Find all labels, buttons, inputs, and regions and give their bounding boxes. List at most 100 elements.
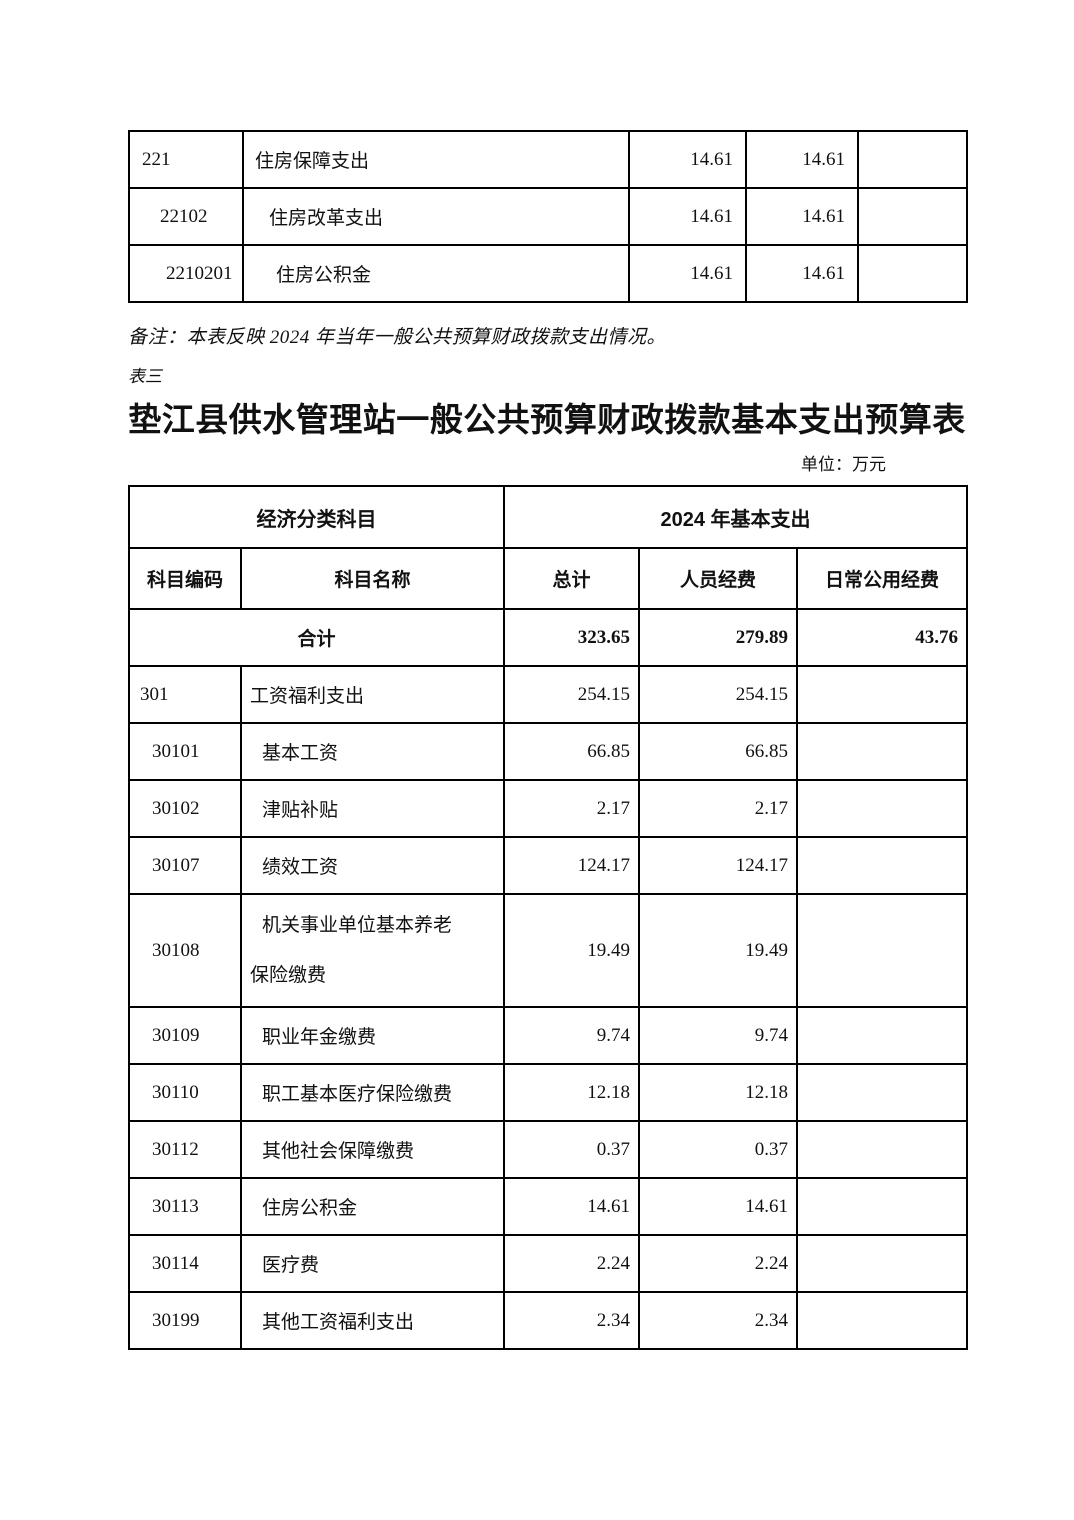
- empty-value-cell: [857, 130, 968, 189]
- personnel-cell: 9.74: [638, 1006, 798, 1065]
- value-cell: 14.61: [745, 130, 859, 189]
- personnel-cell: 254.15: [638, 665, 798, 724]
- personnel-cell: 2.17: [638, 779, 798, 838]
- personnel-cell: 2.34: [638, 1291, 798, 1350]
- daily-expense-cell: [796, 1234, 968, 1293]
- code-cell: 2210201: [128, 244, 244, 303]
- personnel-cell: 2.24: [638, 1234, 798, 1293]
- header-subject-code: 科目编码: [128, 547, 242, 610]
- table-row: 30108 机关事业单位基本养老 保险缴费 19.49 19.49: [128, 893, 968, 1008]
- table-row: 30110 职工基本医疗保险缴费 12.18 12.18: [128, 1063, 968, 1122]
- total-cell: 254.15: [503, 665, 640, 724]
- daily-expense-cell: [796, 722, 968, 781]
- personnel-cell: 124.17: [638, 836, 798, 895]
- value-cell: 14.61: [745, 187, 859, 246]
- total-label-cell: 合计: [128, 608, 505, 667]
- daily-expense-cell: [796, 893, 968, 1008]
- header-2024-basic-expenditure: 2024 年基本支出: [503, 485, 968, 549]
- subject-code-cell: 30199: [128, 1291, 242, 1350]
- table-row: 301 工资福利支出 254.15 254.15: [128, 665, 968, 724]
- total-cell: 2.34: [503, 1291, 640, 1350]
- table-row: 30112 其他社会保障缴费 0.37 0.37: [128, 1120, 968, 1179]
- subject-name-cell: 绩效工资: [240, 836, 505, 895]
- table-row: 30102 津贴补贴 2.17 2.17: [128, 779, 968, 838]
- table-row: 30199 其他工资福利支出 2.34 2.34: [128, 1291, 968, 1350]
- personnel-cell: 19.49: [638, 893, 798, 1008]
- total-row: 合计 323.65 279.89 43.76: [128, 608, 968, 667]
- subject-name-cell: 工资福利支出: [240, 665, 505, 724]
- daily-expense-cell: [796, 779, 968, 838]
- daily-expense-cell: [796, 1006, 968, 1065]
- subject-name-cell: 津贴补贴: [240, 779, 505, 838]
- name-cell: 住房改革支出: [242, 187, 630, 246]
- subject-code-cell: 30113: [128, 1177, 242, 1236]
- subject-code-cell: 30102: [128, 779, 242, 838]
- total-cell: 2.17: [503, 779, 640, 838]
- page-title: 垫江县供水管理站一般公共预算财政拨款基本支出预算表: [128, 403, 966, 439]
- table-row: 30101 基本工资 66.85 66.85: [128, 722, 968, 781]
- subject-name-cell: 其他工资福利支出: [240, 1291, 505, 1350]
- name-cell: 住房公积金: [242, 244, 630, 303]
- personnel-cell: 0.37: [638, 1120, 798, 1179]
- name-cell: 住房保障支出: [242, 130, 630, 189]
- table-row: 30107 绩效工资 124.17 124.17: [128, 836, 968, 895]
- value-cell: 14.61: [628, 244, 747, 303]
- empty-value-cell: [857, 187, 968, 246]
- header-subject-name: 科目名称: [240, 547, 505, 610]
- total-cell: 14.61: [503, 1177, 640, 1236]
- empty-value-cell: [857, 244, 968, 303]
- basic-expenditure-budget-table: 经济分类科目 2024 年基本支出 科目编码 科目名称 总计 人员经费 日常公用…: [128, 485, 968, 1350]
- subject-code-cell: 301: [128, 665, 242, 724]
- table-row: 221 住房保障支出 14.61 14.61: [128, 130, 968, 189]
- code-cell: 221: [128, 130, 244, 189]
- table-note: 备注：本表反映 2024 年当年一般公共预算财政拨款支出情况。: [128, 327, 667, 348]
- daily-expense-cell: [796, 836, 968, 895]
- total-cell: 2.24: [503, 1234, 640, 1293]
- table-row: 2210201 住房公积金 14.61 14.61: [128, 244, 968, 303]
- header-group-row: 经济分类科目 2024 年基本支出: [128, 485, 968, 549]
- subject-code-cell: 30110: [128, 1063, 242, 1122]
- daily-expense-cell: [796, 1291, 968, 1350]
- header-total: 总计: [503, 547, 640, 610]
- daily-expense-cell: [796, 1063, 968, 1122]
- subject-code-cell: 30108: [128, 893, 242, 1008]
- general-budget-expenditure-table-partial: 221 住房保障支出 14.61 14.61 22102 住房改革支出 14.6…: [128, 130, 968, 303]
- table-row: 30109 职业年金缴费 9.74 9.74: [128, 1006, 968, 1065]
- daily-expense-cell: [796, 665, 968, 724]
- subject-name-cell: 其他社会保障缴费: [240, 1120, 505, 1179]
- page-content: 221 住房保障支出 14.61 14.61 22102 住房改革支出 14.6…: [128, 0, 968, 1350]
- subject-code-cell: 30101: [128, 722, 242, 781]
- subject-code-cell: 30107: [128, 836, 242, 895]
- code-cell: 22102: [128, 187, 244, 246]
- table-number-label: 表三: [128, 367, 162, 386]
- daily-expense-cell: [796, 1120, 968, 1179]
- total-cell: 66.85: [503, 722, 640, 781]
- table-row: 22102 住房改革支出 14.61 14.61: [128, 187, 968, 246]
- personnel-cell: 279.89: [638, 608, 798, 667]
- personnel-cell: 14.61: [638, 1177, 798, 1236]
- total-cell: 0.37: [503, 1120, 640, 1179]
- header-daily-public-funds: 日常公用经费: [796, 547, 968, 610]
- subject-name-cell: 职工基本医疗保险缴费: [240, 1063, 505, 1122]
- unit-label: 单位：万元: [801, 455, 886, 474]
- subject-code-cell: 30112: [128, 1120, 242, 1179]
- subject-name-cell: 住房公积金: [240, 1177, 505, 1236]
- total-cell: 9.74: [503, 1006, 640, 1065]
- subject-name-cell: 机关事业单位基本养老 保险缴费: [240, 893, 505, 1008]
- subject-name-cell: 职业年金缴费: [240, 1006, 505, 1065]
- value-cell: 14.61: [745, 244, 859, 303]
- daily-expense-cell: [796, 1177, 968, 1236]
- total-cell: 12.18: [503, 1063, 640, 1122]
- daily-expense-cell: 43.76: [796, 608, 968, 667]
- header-economic-classification: 经济分类科目: [128, 485, 505, 549]
- subject-name-cell: 医疗费: [240, 1234, 505, 1293]
- value-cell: 14.61: [628, 187, 747, 246]
- total-cell: 19.49: [503, 893, 640, 1008]
- personnel-cell: 66.85: [638, 722, 798, 781]
- total-cell: 323.65: [503, 608, 640, 667]
- subject-code-cell: 30114: [128, 1234, 242, 1293]
- table-row: 30114 医疗费 2.24 2.24: [128, 1234, 968, 1293]
- table-row: 30113 住房公积金 14.61 14.61: [128, 1177, 968, 1236]
- personnel-cell: 12.18: [638, 1063, 798, 1122]
